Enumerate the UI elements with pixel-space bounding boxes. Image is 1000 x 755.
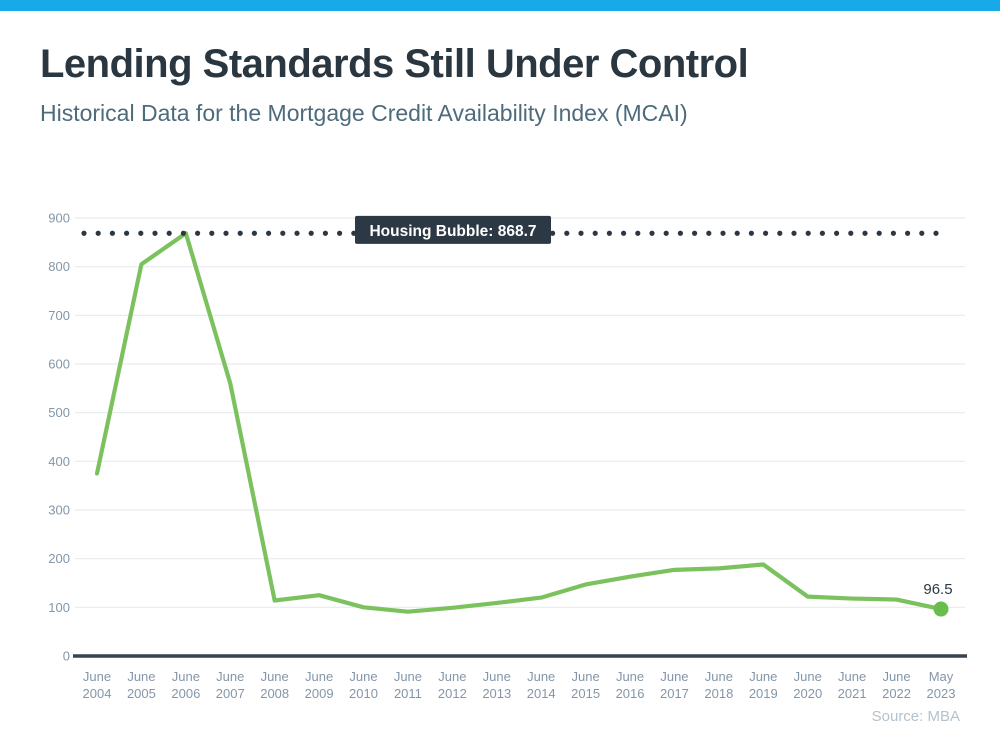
housing-bubble-annotation: Housing Bubble: 868.7 (355, 215, 551, 244)
gridlines (75, 217, 965, 608)
source-label: Source: MBA (871, 708, 960, 725)
mcai-series-line (94, 231, 944, 614)
last-point-marker: 96.5 (923, 581, 953, 617)
svg-text:Housing Bubble: 868.7: Housing Bubble: 868.7 (369, 223, 536, 240)
top-accent-bar (0, 0, 1000, 11)
x-axis-labels: June 2004 June 2005 June 2006 June 2007 June 2008… (83, 669, 956, 701)
svg-text:400: 400 (48, 454, 70, 469)
svg-text:200: 200 (48, 551, 70, 566)
chart-header: Lending Standards Still Under Control Hi… (40, 42, 960, 128)
svg-text:500: 500 (48, 405, 70, 420)
page-title: Lending Standards Still Under Control (40, 42, 749, 86)
svg-text:800: 800 (48, 259, 70, 274)
svg-text:0: 0 (63, 649, 70, 664)
last-point-value-label: 96.5 (923, 581, 952, 598)
svg-text:600: 600 (48, 357, 70, 372)
svg-text:100: 100 (48, 600, 70, 615)
svg-text:700: 700 (48, 308, 70, 323)
y-axis-labels: 0 100 200 300 400 500 600 700 800 900 (48, 211, 70, 664)
svg-text:900: 900 (48, 211, 70, 226)
chart-area: 0 100 200 300 400 500 600 700 800 900 June 2004 June… (0, 190, 1000, 750)
page-subtitle: Historical Data for the Mortgage Credit … (40, 100, 688, 126)
svg-text:300: 300 (48, 503, 70, 518)
